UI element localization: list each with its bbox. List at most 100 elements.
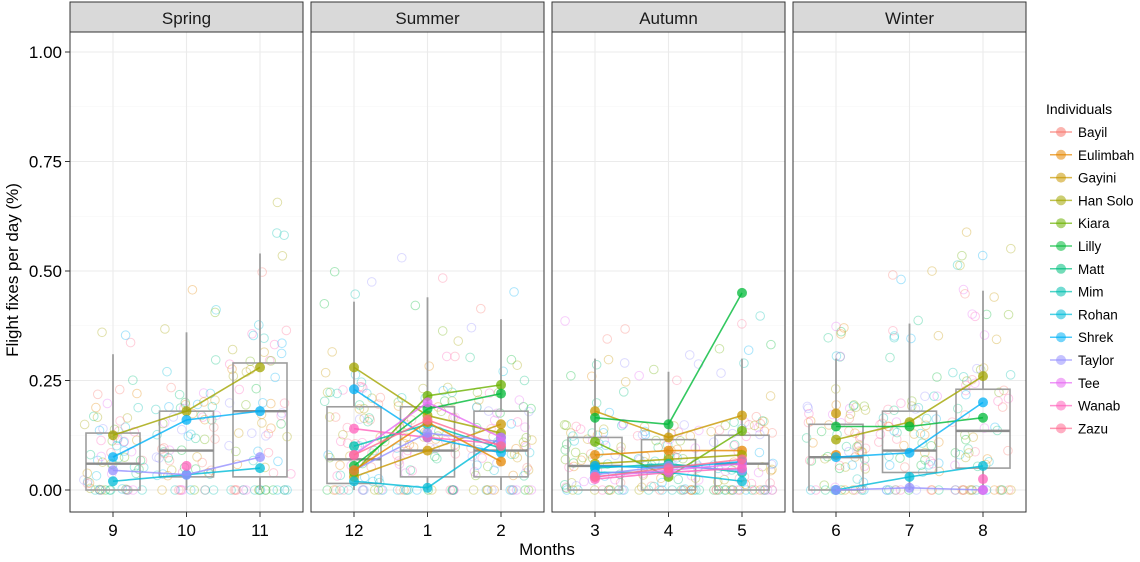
series-line [668,454,743,461]
observation-point [564,462,574,473]
series-point [255,406,265,417]
legend-entry: Eulimbah [1050,148,1134,163]
series-point [108,465,118,476]
observation-point [266,423,276,433]
legend-label: Matt [1078,262,1105,277]
observation-point [508,485,518,495]
observation-point [447,396,457,406]
observation-point [246,428,257,438]
observation-point [920,455,930,465]
observation-point [82,478,93,489]
observation-point [335,436,346,447]
observation-point [134,464,144,475]
observation-point [895,485,906,495]
observation-point [114,384,125,395]
series-line [427,432,502,443]
observation-point [706,426,716,437]
observation-point [559,420,570,430]
observation-point [442,382,453,393]
observation-point [917,438,927,448]
observation-point [247,328,257,339]
observation-point [468,485,479,495]
observation-point [713,476,723,487]
series-point [663,432,674,443]
observation-point [757,461,768,472]
legend-entry: Matt [1050,262,1105,277]
observation-point [412,485,422,495]
series-line [667,292,743,425]
series-line [353,423,428,447]
observation-point [512,360,522,370]
y-tick-label: 0.25 [29,372,62,391]
observation-point [447,485,458,495]
observation-point [450,351,460,362]
series-tee [978,485,988,495]
observation-point [831,321,841,332]
observation-point [708,437,719,448]
facet-strip-label: Autumn [639,9,698,28]
observation-point [354,414,365,424]
observation-point [520,485,531,495]
observation-point [363,416,373,427]
series-gayini [831,408,841,419]
observation-point [602,334,613,344]
observation-point [906,333,916,344]
observation-point [888,270,898,280]
x-tick-label: 6 [831,521,840,540]
observation-point [526,485,537,495]
series-wanab [181,460,192,471]
observation-point [743,345,754,355]
x-tick-label: 3 [590,521,599,540]
observation-point [263,428,274,439]
observation-point [354,400,365,410]
observation-point [175,485,186,495]
legend-key-point [1056,218,1066,229]
observation-point [97,327,107,338]
observation-point [767,464,777,475]
observation-point [354,404,365,414]
observation-point [925,456,936,467]
observation-point [238,485,249,495]
series-line [594,416,669,426]
series-line [668,471,743,483]
observation-point [332,471,342,481]
observation-point [477,453,487,463]
series-point [496,379,506,390]
series-point [422,482,433,493]
legend-key-point [1056,241,1066,251]
observation-point [120,330,131,341]
individual-means [349,362,506,493]
observation-point [192,399,203,410]
observation-point [927,485,937,495]
observation-point [199,434,210,445]
observation-point [835,351,846,362]
observation-point [277,338,287,348]
observation-point [850,428,860,438]
observation-point [210,395,220,405]
observation-point [561,483,572,494]
series-point [978,412,988,423]
observation-point [888,325,898,336]
observation-point [958,371,969,382]
observation-point [657,477,667,488]
observation-point [675,435,686,446]
series-line [594,410,669,439]
observation-point [860,405,871,415]
observation-point [934,437,944,447]
observation-point [448,485,459,495]
series-line [186,467,261,476]
observation-point [948,367,958,378]
observation-point [119,446,130,456]
observation-point [979,423,990,433]
observation-point [82,468,93,479]
observation-point [519,375,530,386]
observation-point [253,320,264,330]
legend-title: Individuals [1046,101,1112,117]
observation-point [279,485,290,495]
observation-point [744,419,754,430]
observation-point [276,408,287,418]
observation-point [765,391,776,401]
legend-entry: Taylor [1050,353,1115,368]
observation-point [991,334,1002,345]
legend-entry: Wanab [1050,399,1120,414]
